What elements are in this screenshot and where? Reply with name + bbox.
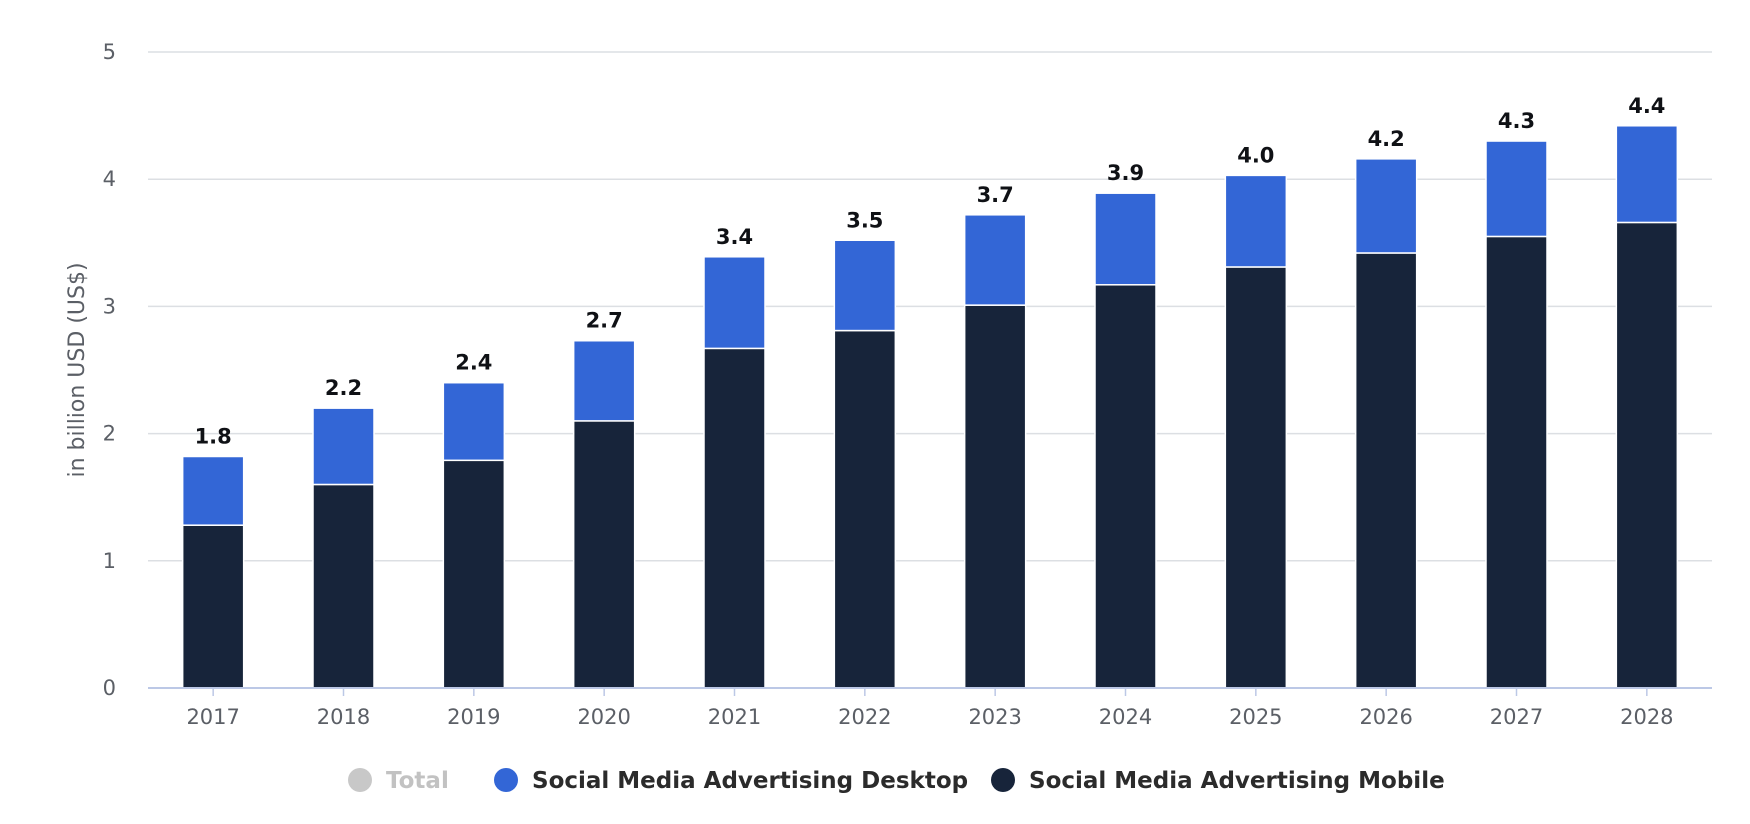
bar-desktop[interactable] bbox=[1616, 126, 1677, 223]
legend-label: Social Media Advertising Mobile bbox=[1029, 768, 1445, 794]
bars bbox=[183, 126, 1678, 688]
x-tick-label: 2022 bbox=[838, 705, 891, 729]
total-data-label: 3.4 bbox=[716, 225, 753, 249]
y-axis-ticks: 0 1 2 3 4 5 bbox=[103, 40, 116, 700]
total-data-label: 4.3 bbox=[1498, 109, 1535, 133]
legend-item[interactable]: Total bbox=[348, 768, 449, 794]
legend-marker bbox=[494, 768, 518, 792]
bar-mobile[interactable] bbox=[1616, 222, 1677, 688]
bar-desktop[interactable] bbox=[183, 456, 244, 525]
y-tick-label: 2 bbox=[103, 422, 116, 446]
x-tick-label: 2026 bbox=[1359, 705, 1412, 729]
bar-mobile[interactable] bbox=[834, 331, 895, 688]
legend-label: Total bbox=[386, 768, 449, 794]
total-data-label: 1.8 bbox=[195, 424, 232, 448]
legend-label: Social Media Advertising Desktop bbox=[532, 768, 968, 794]
x-tick-label: 2020 bbox=[577, 705, 630, 729]
bar-desktop[interactable] bbox=[1356, 159, 1417, 253]
bar-mobile[interactable] bbox=[1486, 236, 1547, 688]
bar-mobile[interactable] bbox=[965, 305, 1026, 688]
x-tick-label: 2027 bbox=[1490, 705, 1543, 729]
x-tick-label: 2024 bbox=[1099, 705, 1152, 729]
y-tick-label: 3 bbox=[103, 294, 116, 318]
y-axis-label: in billion USD (US$) bbox=[65, 262, 90, 477]
bar-mobile[interactable] bbox=[443, 460, 504, 688]
total-data-label: 2.7 bbox=[586, 309, 623, 333]
bar-desktop[interactable] bbox=[1486, 141, 1547, 236]
total-labels: 1.8 2.2 2.4 2.7 3.4 3.5 3.7 3.9 4.0 4.2 4.3 4.4 bbox=[195, 94, 1666, 449]
bar-mobile[interactable] bbox=[1225, 267, 1286, 688]
total-data-label: 4.0 bbox=[1237, 143, 1274, 167]
legend: Total Social Media Advertising Desktop Soc… bbox=[348, 768, 1445, 794]
x-tick-label: 2017 bbox=[186, 705, 239, 729]
bar-desktop[interactable] bbox=[704, 257, 765, 349]
x-axis-ticks: 2017 2018 2019 2020 2021 2022 2023 2024 2025 2026… bbox=[186, 688, 1673, 729]
bar-mobile[interactable] bbox=[183, 525, 244, 688]
bar-desktop[interactable] bbox=[1225, 175, 1286, 267]
bar-desktop[interactable] bbox=[313, 408, 374, 484]
bar-desktop[interactable] bbox=[834, 240, 895, 330]
total-data-label: 4.4 bbox=[1628, 94, 1665, 118]
bar-desktop[interactable] bbox=[965, 215, 1026, 305]
x-tick-label: 2023 bbox=[968, 705, 1021, 729]
y-tick-label: 1 bbox=[103, 549, 116, 573]
gridlines bbox=[148, 52, 1712, 561]
y-tick-label: 5 bbox=[103, 40, 116, 64]
bar-desktop[interactable] bbox=[1095, 193, 1156, 285]
y-tick-label: 4 bbox=[103, 167, 116, 191]
total-data-label: 3.5 bbox=[846, 208, 883, 232]
x-tick-label: 2021 bbox=[708, 705, 761, 729]
bar-desktop[interactable] bbox=[443, 383, 504, 461]
bar-mobile[interactable] bbox=[1095, 285, 1156, 688]
legend-item[interactable]: Social Media Advertising Desktop bbox=[494, 768, 968, 794]
legend-marker bbox=[991, 768, 1015, 792]
total-data-label: 2.2 bbox=[325, 376, 362, 400]
total-data-label: 3.7 bbox=[977, 183, 1014, 207]
y-tick-label: 0 bbox=[103, 676, 116, 700]
legend-marker bbox=[348, 768, 372, 792]
x-tick-label: 2018 bbox=[317, 705, 370, 729]
x-tick-label: 2019 bbox=[447, 705, 500, 729]
x-tick-label: 2025 bbox=[1229, 705, 1282, 729]
x-tick-label: 2028 bbox=[1620, 705, 1673, 729]
total-data-label: 4.2 bbox=[1368, 127, 1405, 151]
bar-mobile[interactable] bbox=[1356, 253, 1417, 688]
bar-mobile[interactable] bbox=[313, 484, 374, 688]
total-data-label: 2.4 bbox=[455, 351, 492, 375]
bar-desktop[interactable] bbox=[574, 341, 635, 421]
legend-item[interactable]: Social Media Advertising Mobile bbox=[991, 768, 1445, 794]
bar-mobile[interactable] bbox=[704, 348, 765, 688]
total-data-label: 3.9 bbox=[1107, 161, 1144, 185]
bar-mobile[interactable] bbox=[574, 421, 635, 688]
